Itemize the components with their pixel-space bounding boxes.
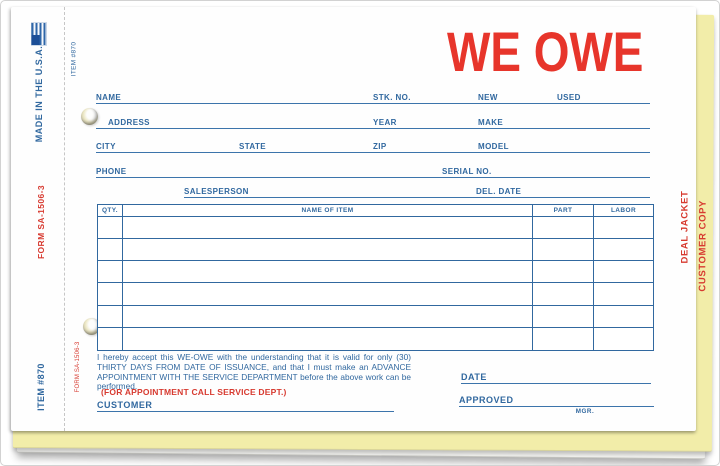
made-in-usa-label: MADE IN THE U.S.A. xyxy=(34,45,44,143)
table-cell xyxy=(123,239,533,262)
item-table: QTY. NAME OF ITEM PART LABOR xyxy=(97,204,654,351)
field-label-used: USED xyxy=(557,93,581,102)
field-row-phone: PHONE SERIAL NO. xyxy=(96,163,650,178)
form-title: WE OWE xyxy=(447,20,644,83)
table-cell xyxy=(123,305,533,328)
deal-jacket-edge-label: DEAL JACKET xyxy=(679,190,691,264)
approved-label: APPROVED xyxy=(459,395,514,405)
perforation-dashed-line xyxy=(64,7,65,431)
mgr-label: MGR. xyxy=(575,408,595,415)
field-label-salesperson: SALESPERSON xyxy=(184,187,249,196)
field-row-salesperson: SALESPERSON DEL. DATE xyxy=(184,183,650,198)
we-owe-form-sheet: MADE IN THE U.S.A. FORM SA-1506-3 ITEM #… xyxy=(11,7,696,431)
table-cell xyxy=(533,261,594,284)
field-label-state: STATE xyxy=(239,142,267,151)
form-number-small-label: FORM SA-1506-3 xyxy=(75,341,81,393)
table-cell xyxy=(98,239,123,262)
table-cell xyxy=(123,283,533,306)
field-row-name: NAME STK. NO. NEW USED xyxy=(96,89,650,104)
customer-signature-line: CUSTOMER xyxy=(97,399,394,412)
table-cell xyxy=(594,306,653,328)
table-cell xyxy=(98,327,123,350)
customer-label: CUSTOMER xyxy=(97,400,153,410)
table-cell xyxy=(123,261,533,284)
date-label: DATE xyxy=(461,372,487,382)
field-label-phone: PHONE xyxy=(96,167,127,176)
field-label-zip: ZIP xyxy=(373,142,387,151)
field-label-serial-no: SERIAL NO. xyxy=(442,167,492,176)
table-cell xyxy=(98,283,123,306)
table-cell xyxy=(533,305,594,328)
field-label-address: ADDRESS xyxy=(108,118,150,127)
table-cell xyxy=(123,327,533,350)
us-flag-icon xyxy=(31,23,47,45)
field-label-model: MODEL xyxy=(478,142,509,151)
table-cell xyxy=(533,327,594,350)
table-cell xyxy=(533,283,594,306)
table-cell xyxy=(98,305,123,328)
field-label-stk-no: STK. NO. xyxy=(373,93,411,102)
disclaimer-text: I hereby accept this WE-OWE with the und… xyxy=(97,352,411,392)
table-cell xyxy=(594,283,653,306)
item-number-top-label: ITEM #870 xyxy=(70,41,78,77)
table-header-qty: QTY. xyxy=(98,205,123,217)
field-label-city: CITY xyxy=(96,142,116,151)
item-number-label: ITEM #870 xyxy=(36,363,46,411)
table-cell xyxy=(533,217,594,240)
table-cell xyxy=(98,261,123,284)
table-cell xyxy=(594,328,653,350)
hole-punch-bottom xyxy=(83,318,100,335)
field-label-new: NEW xyxy=(478,93,498,102)
table-cell xyxy=(594,239,653,262)
table-header-name-of-item: NAME OF ITEM xyxy=(123,205,533,217)
form-number-label: FORM SA-1506-3 xyxy=(36,184,46,260)
table-cell xyxy=(594,217,653,240)
appointment-note: (FOR APPOINTMENT CALL SERVICE DEPT.) xyxy=(101,387,287,397)
table-cell xyxy=(98,217,123,240)
field-label-name: NAME xyxy=(96,93,122,102)
hole-punch-top xyxy=(81,108,98,125)
table-cell xyxy=(594,261,653,284)
field-label-del-date: DEL. DATE xyxy=(476,187,522,196)
table-header-labor: LABOR xyxy=(594,205,653,217)
field-row-city: CITY STATE ZIP MODEL xyxy=(96,138,650,153)
table-cell xyxy=(123,217,533,240)
field-label-year: YEAR xyxy=(373,118,397,127)
field-label-make: MAKE xyxy=(478,118,504,127)
approved-line: APPROVED xyxy=(459,393,654,407)
table-header-part: PART xyxy=(533,205,594,217)
table-cell xyxy=(533,239,594,262)
field-row-address: ADDRESS YEAR MAKE xyxy=(96,114,650,129)
customer-copy-edge-label: CUSTOMER COPY xyxy=(697,199,709,292)
date-line: DATE xyxy=(461,370,651,384)
